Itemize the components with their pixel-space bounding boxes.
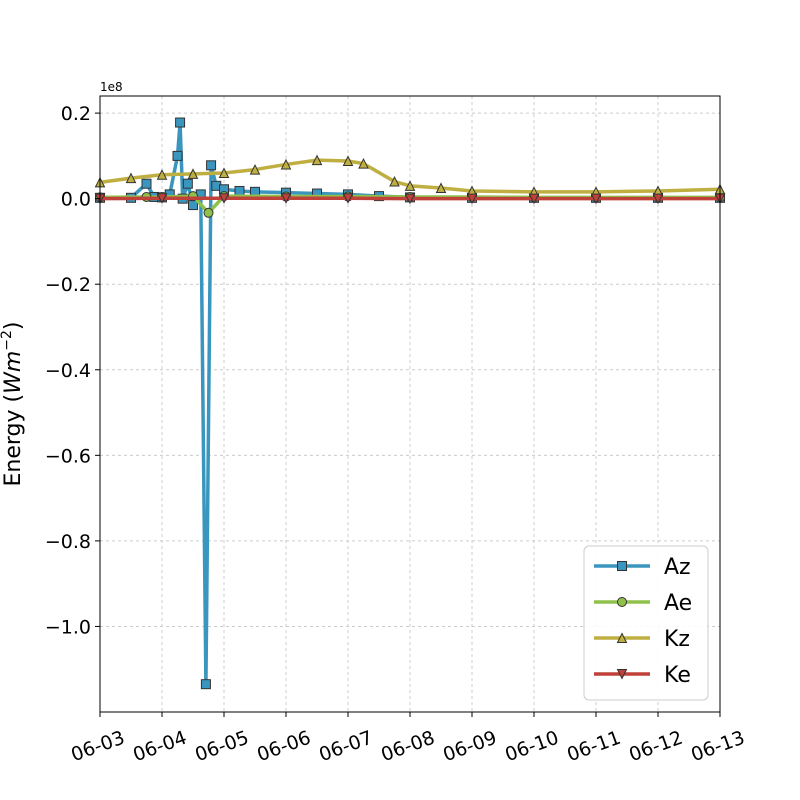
legend-label: Kz <box>664 627 690 652</box>
y-tick-label: −0.8 <box>45 531 91 553</box>
data-point <box>358 157 369 169</box>
x-tick-label: 06-03 <box>68 727 127 767</box>
legend-item-kz: Kz <box>594 627 690 652</box>
x-tick-label: 06-13 <box>688 727 747 767</box>
legend-item-ae: Ae <box>594 591 692 616</box>
y-axis-label-prefix: Energy ( <box>1 394 26 487</box>
data-point <box>466 193 478 205</box>
legend-item-ke: Ke <box>594 663 691 688</box>
data-point <box>125 172 137 184</box>
data-point <box>616 669 628 680</box>
data-point <box>234 185 245 196</box>
data-point <box>200 679 211 690</box>
data-point <box>141 178 152 189</box>
data-point <box>404 180 416 191</box>
y-tick-label: −1.0 <box>45 616 91 638</box>
data-point <box>435 182 447 193</box>
data-point <box>218 167 230 178</box>
data-point <box>311 154 323 166</box>
y-tick-label: −0.2 <box>45 274 91 296</box>
data-point <box>389 175 400 187</box>
data-point <box>182 178 193 189</box>
data-point <box>528 193 540 205</box>
data-point <box>156 193 168 204</box>
data-point <box>652 193 664 205</box>
y-tick-label: 0.0 <box>61 189 91 211</box>
legend: Az Ae Kz Ke <box>583 545 709 701</box>
y-axis-label-unit: Wm <box>1 351 26 394</box>
y-tick-label: −0.4 <box>45 360 91 382</box>
y-axis-label-exp: −2 <box>0 330 15 351</box>
x-axis: 06-03 06-04 06-05 06-06 06-07 06-08 06-09 06-10… <box>68 712 748 767</box>
legend-label: Az <box>664 555 691 580</box>
data-point <box>404 193 416 205</box>
data-point <box>616 632 628 643</box>
x-tick-label: 06-12 <box>626 727 685 767</box>
data-point <box>280 193 292 204</box>
series-line <box>99 158 721 194</box>
data-point <box>218 193 230 204</box>
y-axis-label-suffix: ) <box>1 321 26 330</box>
data-point <box>617 597 627 607</box>
x-tick-label: 06-07 <box>316 727 375 767</box>
data-point <box>187 168 199 179</box>
legend-box <box>583 545 709 701</box>
data-point <box>249 163 261 175</box>
data-point <box>206 160 217 171</box>
x-tick-label: 06-06 <box>254 727 313 767</box>
y-offset-text: 1e8 <box>100 80 123 94</box>
y-tick-label: 0.2 <box>61 103 91 125</box>
data-point <box>280 158 292 170</box>
x-tick-label: 06-11 <box>564 727 623 767</box>
data-point <box>175 117 186 128</box>
data-point <box>156 169 168 180</box>
x-tick-label: 06-04 <box>130 727 189 767</box>
y-axis-label: Energy (Wm−2) <box>0 321 26 486</box>
data-point <box>172 150 183 161</box>
data-point <box>590 193 602 205</box>
data-point <box>617 561 627 571</box>
y-tick-label: −0.6 <box>45 445 91 467</box>
legend-label: Ae <box>664 591 692 616</box>
x-tick-label: 06-09 <box>440 727 499 767</box>
data-point <box>342 155 354 167</box>
x-tick-label: 06-10 <box>502 727 561 767</box>
data-point <box>203 207 214 218</box>
x-tick-label: 06-05 <box>192 727 251 767</box>
y-axis: 0.2 0.0 −0.2 −0.4 −0.6 −0.8 −1.0 <box>45 103 100 638</box>
data-point <box>342 193 354 204</box>
legend-label: Ke <box>664 663 691 688</box>
legend-item-az: Az <box>594 555 691 580</box>
x-tick-label: 06-08 <box>378 727 437 767</box>
